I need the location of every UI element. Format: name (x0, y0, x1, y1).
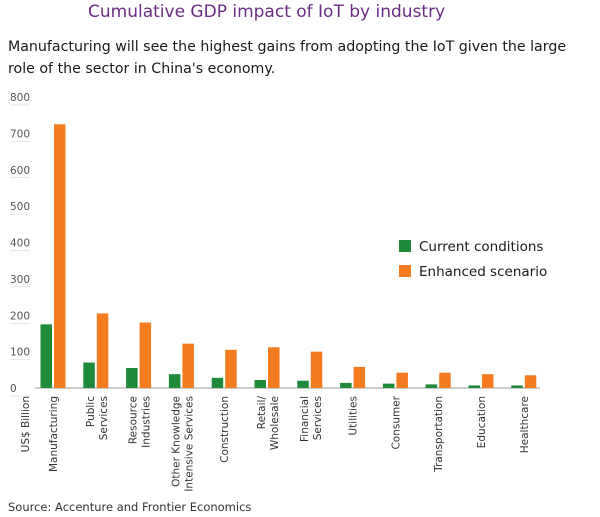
chart-title: Cumulative GDP impact of IoT by industry (88, 2, 446, 22)
source-note: Source: Accenture and Frontier Economics (8, 500, 252, 514)
x-category-label: Consumer (390, 395, 402, 449)
bar-current-conditions (382, 383, 395, 388)
bar-current-conditions (40, 324, 52, 388)
bar-current-conditions (168, 374, 181, 388)
x-category-label: PublicServices (85, 396, 110, 441)
legend: Current conditions Enhanced scenario (399, 239, 547, 280)
bar-enhanced-scenario (439, 372, 451, 388)
x-axis-labels: US$ Billion Manufacturing PublicServices Re… (20, 395, 531, 491)
bar-enhanced-scenario (54, 124, 66, 388)
y-tick-label: 0 (10, 383, 17, 395)
x-category-label: Manufacturing (48, 396, 60, 472)
x-category-label: Education (476, 396, 488, 448)
bar-current-conditions (425, 384, 438, 388)
bar-current-conditions (468, 385, 480, 388)
bar-current-conditions (297, 380, 309, 388)
x-category-label: FinancialServices (299, 396, 324, 442)
bar-current-conditions (511, 385, 523, 388)
y-tick-label: 200 (10, 310, 30, 322)
y-tick-label: 600 (10, 165, 30, 177)
bar-enhanced-scenario (225, 349, 237, 388)
legend-label-enhanced: Enhanced scenario (419, 264, 547, 280)
y-axis: 0 100 200 300 400 500 600 700 800 (10, 92, 540, 397)
y-axis-label: US$ Billion (20, 396, 32, 452)
y-tick-label: 500 (10, 201, 30, 213)
x-category-label: Utilities (348, 396, 360, 436)
y-tick-label: 700 (10, 128, 30, 140)
x-category-label: Retail/Wholesale (256, 396, 281, 451)
legend-swatch-enhanced (399, 265, 411, 277)
bars (40, 124, 537, 388)
bar-enhanced-scenario (310, 351, 323, 388)
bar-enhanced-scenario (524, 375, 537, 388)
legend-swatch-current (399, 240, 411, 252)
x-category-label: Construction (219, 396, 231, 463)
bar-enhanced-scenario (96, 313, 109, 388)
y-tick-label: 400 (10, 238, 30, 250)
bar-current-conditions (126, 367, 138, 388)
bar-current-conditions (83, 362, 95, 388)
bar-current-conditions (254, 379, 266, 388)
bar-enhanced-scenario (396, 372, 408, 388)
x-category-label: ResourceIndustries (128, 396, 153, 448)
y-tick-label: 100 (10, 347, 30, 359)
bar-enhanced-scenario (182, 343, 194, 388)
bar-enhanced-scenario (139, 322, 152, 388)
y-tick-label: 800 (10, 92, 30, 104)
chart-subtitle: Manufacturing will see the highest gains… (8, 39, 567, 77)
bar-chart: 0 100 200 300 400 500 600 700 800 US$ Billion Man… (10, 92, 547, 492)
bar-enhanced-scenario (268, 347, 280, 388)
bar-enhanced-scenario (482, 374, 494, 388)
bar-current-conditions (211, 377, 224, 388)
bar-enhanced-scenario (353, 366, 366, 388)
x-category-label: Other KnowledgeIntensive Services (170, 396, 195, 492)
y-tick-label: 300 (10, 274, 30, 286)
x-category-label: Healthcare (519, 396, 531, 453)
legend-label-current: Current conditions (419, 239, 543, 255)
bar-current-conditions (340, 382, 352, 388)
x-category-label: Transportation (433, 396, 445, 473)
